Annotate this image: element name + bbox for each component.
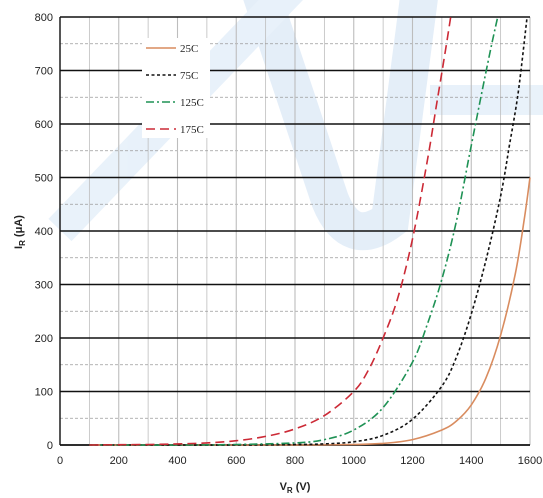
watermark-arc	[243, 0, 438, 251]
y-tick-label: 600	[35, 119, 53, 131]
y-axis-title: IR (μA)	[13, 215, 27, 249]
x-tick-label: 800	[286, 455, 304, 467]
x-tick-label: 400	[168, 455, 186, 467]
y-tick-label: 300	[35, 280, 53, 292]
y-tick-labels: 0 100 200 300 400 500 600 700 800	[35, 12, 53, 452]
x-tick-label: 600	[227, 455, 245, 467]
y-tick-label: 700	[35, 66, 53, 78]
series-lines	[89, 16, 531, 446]
y-tick-label: 500	[35, 173, 53, 185]
legend: 25C 75C 125C 175C	[142, 38, 210, 138]
series-line-125c	[89, 16, 499, 446]
y-tick-label: 100	[35, 387, 53, 399]
legend-entry-175c: 175C	[146, 124, 204, 136]
y-tick-label: 0	[47, 440, 53, 452]
legend-entry-125c: 125C	[146, 97, 204, 109]
x-tick-label: 200	[110, 455, 128, 467]
legend-label-125c: 125C	[180, 97, 204, 109]
legend-entry-25c: 25C	[146, 43, 198, 55]
legend-box	[142, 38, 210, 138]
x-axis-title: VR (V)	[280, 481, 311, 495]
legend-entry-75c: 75C	[146, 70, 198, 82]
legend-label-25c: 25C	[180, 43, 198, 55]
x-tick-label: 1400	[459, 455, 483, 467]
series-line-175c	[89, 16, 452, 446]
legend-label-175c: 175C	[180, 124, 204, 136]
y-tick-label: 800	[35, 12, 53, 24]
y-tick-label: 400	[35, 226, 53, 238]
x-tick-labels: 0 200 400 600 800 1000 1200 1400 1600	[57, 455, 542, 467]
x-tick-label: 1600	[518, 455, 542, 467]
x-tick-label: 0	[57, 455, 63, 467]
x-tick-label: 1200	[400, 455, 424, 467]
legend-label-75c: 75C	[180, 70, 198, 82]
y-tick-label: 200	[35, 333, 53, 345]
x-tick-label: 1000	[342, 455, 366, 467]
